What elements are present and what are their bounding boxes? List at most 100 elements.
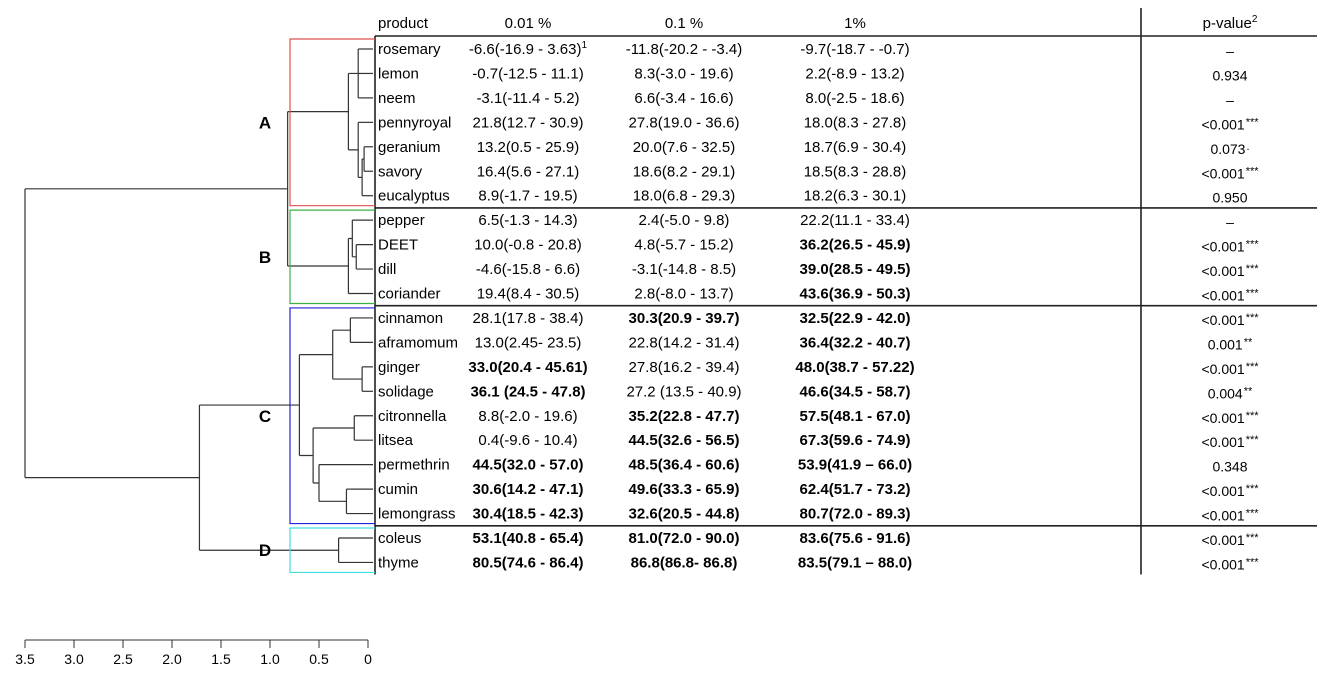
significance-stars: ***: [1246, 508, 1260, 520]
cell-ci: (6.8 - 29.3): [662, 188, 735, 205]
cell-ci: (-8.9 - 13.2): [826, 65, 904, 82]
product-label: coriander: [378, 286, 441, 303]
cell-ci: (-3.0 - 19.6): [655, 65, 733, 82]
cell-conc-01: -3.1(-14.8 - 8.5): [632, 261, 736, 278]
dendrogram-root: [24, 188, 288, 479]
axis-tick-label: 0: [364, 651, 372, 667]
cell-ci: (-8.0 - 13.7): [655, 286, 733, 303]
pvalue-cell: 0.950: [1212, 190, 1247, 206]
pvalue-number: 0.004: [1208, 385, 1243, 401]
product-label: neem: [378, 90, 416, 107]
cell-conc-001: 10.0(-0.8 - 20.8): [474, 237, 582, 254]
cell-ci: (6.9 - 30.4): [833, 139, 906, 156]
cell-conc-01: 2.8(-8.0 - 13.7): [634, 286, 733, 303]
cell-value: 44.5: [629, 432, 658, 449]
pvalue-cell: <0.001***: [1201, 410, 1259, 426]
axis-tick-label: 1.5: [211, 651, 231, 667]
cell-ci: (59.6 - 74.9): [829, 432, 911, 449]
cell-ci: (14.2 - 47.1): [502, 481, 584, 498]
product-label: rosemary: [378, 41, 441, 58]
cluster-bracket-C: [289, 307, 375, 525]
cell-value: 81.0: [629, 530, 658, 547]
pvalue-cell: <0.001***: [1201, 508, 1259, 524]
cell-conc-001: 53.1(40.8 - 65.4): [473, 530, 584, 547]
cell-conc-1: 39.0(28.5 - 49.5): [800, 261, 911, 278]
pvalue-cell: <0.001***: [1201, 288, 1259, 304]
product-label: permethrin: [378, 457, 450, 474]
cell-ci: (48.1 - 67.0): [829, 408, 911, 425]
cell-conc-001: -6.6(-16.9 - 3.63)1: [469, 40, 588, 58]
significance-stars: **: [1244, 385, 1253, 397]
pvalue-cell: <0.001***: [1201, 434, 1259, 450]
cell-conc-01: 48.5(36.4 - 60.6): [629, 457, 740, 474]
product-label: citronnella: [378, 408, 447, 425]
cell-conc-1: 67.3(59.6 - 74.9): [800, 432, 911, 449]
significance-stars: ***: [1246, 263, 1260, 275]
cell-conc-001: 44.5(32.0 - 57.0): [473, 457, 584, 474]
pvalue-cell: –: [1226, 92, 1234, 108]
cell-conc-001: 21.8(12.7 - 30.9): [473, 114, 584, 131]
cell-ci: (2.45- 23.5): [504, 334, 582, 351]
cell-ci: (-11.4 - 5.2): [502, 90, 579, 107]
cell-value: 27.2: [626, 383, 655, 400]
pvalue-number: 0.073: [1210, 141, 1245, 157]
significance-stars: ***: [1246, 410, 1260, 422]
cell-conc-01: 18.0(6.8 - 29.3): [633, 188, 736, 205]
cluster-label-C: C: [259, 407, 271, 426]
cell-value: 18.2: [804, 188, 833, 205]
pvalue-footnote-mark: 2: [1252, 14, 1258, 25]
product-label: cumin: [378, 481, 418, 498]
cell-ci: (20.5 - 44.8): [658, 506, 740, 523]
cell-conc-1: 36.2(26.5 - 45.9): [800, 237, 911, 254]
cell-ci: (12.7 - 30.9): [502, 114, 584, 131]
pvalue-number: <0.001: [1201, 508, 1244, 524]
cell-ci: (17.8 - 38.4): [502, 310, 584, 327]
pvalue-number: <0.001: [1201, 312, 1244, 328]
cell-footnote-mark: 1: [582, 40, 588, 51]
cell-value: 13.2: [477, 139, 506, 156]
cell-conc-1: 43.6(36.9 - 50.3): [800, 286, 911, 303]
cell-ci: (38.7 - 57.22): [825, 359, 915, 376]
cell-conc-01: 86.8(86.8- 86.8): [631, 554, 738, 571]
cell-ci: (-5.0 - 9.8): [659, 212, 729, 229]
pvalue-number: –: [1226, 92, 1234, 108]
cell-ci: (-12.5 - 11.1): [498, 65, 584, 82]
cell-conc-1: 83.5(79.1 – 88.0): [798, 554, 912, 571]
cluster-brackets: A B C D: [259, 38, 375, 574]
cell-ci: (79.1 – 88.0): [827, 554, 912, 571]
pvalue-number: <0.001: [1201, 556, 1244, 572]
cell-conc-1: 83.6(75.6 - 91.6): [800, 530, 911, 547]
cell-ci: (75.6 - 91.6): [829, 530, 911, 547]
cell-ci: (19.0 - 36.6): [658, 114, 740, 131]
cell-conc-01: 44.5(32.6 - 56.5): [629, 432, 740, 449]
cell-conc-01: -11.8(-20.2 - -3.4): [626, 41, 742, 58]
cell-value: 32.5: [800, 310, 829, 327]
cell-conc-01: 2.4(-5.0 - 9.8): [639, 212, 730, 229]
cell-conc-01: 8.3(-3.0 - 19.6): [634, 65, 733, 82]
cell-value: 48.0: [795, 359, 824, 376]
cell-value: 53.9: [798, 457, 827, 474]
cell-conc-001: 80.5(74.6 - 86.4): [473, 554, 584, 571]
cell-ci: (86.8- 86.8): [660, 554, 738, 571]
cell-value: 48.5: [629, 457, 658, 474]
pvalue-cell: 0.004**: [1208, 385, 1253, 401]
cell-value: 8.9: [478, 188, 499, 205]
cell-ci: (-1.7 - 19.5): [499, 188, 577, 205]
table-header: product 0.01 % 0.1 % 1% p-value2: [378, 14, 1258, 32]
pvalue-cell: <0.001***: [1201, 263, 1259, 279]
cell-ci: (8.3 - 28.8): [833, 163, 906, 180]
cell-value: 22.2: [800, 212, 829, 229]
cell-value: 32.6: [629, 506, 658, 523]
cell-value: 18.0: [633, 188, 662, 205]
product-label: dill: [378, 261, 396, 278]
cell-conc-01: 49.6(33.3 - 65.9): [629, 481, 740, 498]
product-label: litsea: [378, 432, 414, 449]
pvalue-number: 0.348: [1212, 459, 1247, 475]
cell-ci: (18.5 - 42.3): [502, 506, 584, 523]
significance-stars: ***: [1246, 288, 1260, 300]
pvalue-number: 0.950: [1212, 190, 1247, 206]
cell-value: 30.3: [629, 310, 658, 327]
significance-stars: ***: [1246, 312, 1260, 324]
cell-conc-001: 16.4(5.6 - 27.1): [477, 163, 580, 180]
